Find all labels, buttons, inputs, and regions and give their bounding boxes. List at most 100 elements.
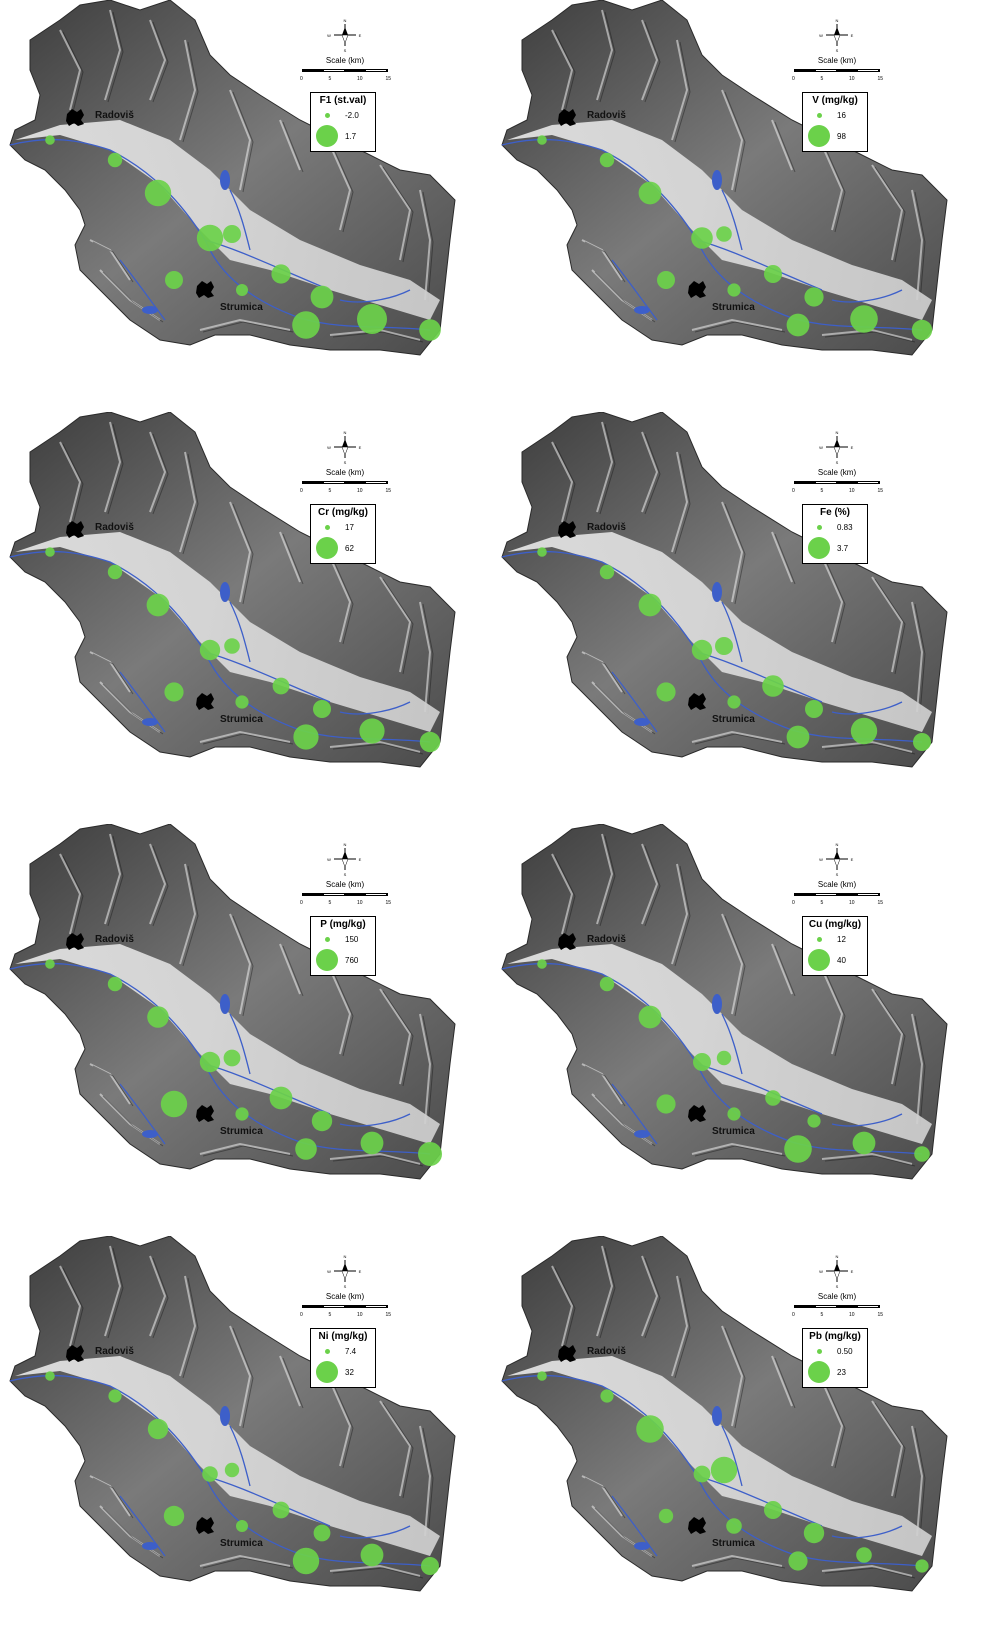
ridge-line: [821, 968, 844, 1055]
town-marker-south: [196, 693, 214, 710]
ridge-shadow: [644, 1257, 661, 1339]
ridge-shadow: [554, 1267, 576, 1349]
lake: [142, 306, 158, 314]
river: [611, 259, 658, 321]
relief-map: Radoviš Strumica N S E W: [501, 412, 948, 768]
sample-site: [45, 547, 55, 557]
ridge-line: [229, 89, 252, 191]
ridge-line: [329, 968, 352, 1055]
legend-box: V (mg/kg) 16 98: [802, 92, 868, 152]
sample-site: [765, 1090, 781, 1106]
legend-box: Ni (mg/kg) 7.4 32: [310, 1328, 376, 1388]
ridge-line: [149, 1255, 167, 1337]
scale-tick-label: 10: [357, 488, 363, 494]
ridge-shadow: [694, 321, 786, 333]
river: [119, 671, 166, 733]
legend-title: Pb (mg/kg): [809, 1331, 861, 1342]
scale-label: Scale (km): [817, 1292, 857, 1301]
ridge-line: [199, 730, 291, 743]
town-label-north: Radoviš: [95, 522, 134, 533]
ridge-shadow: [724, 503, 746, 605]
sample-site: [726, 1518, 742, 1534]
ridge-line: [721, 1325, 744, 1427]
ridge-line: [771, 1355, 793, 1407]
valley-floor: [15, 944, 440, 1144]
legend-max-label: 3.7: [837, 544, 849, 553]
ridge-shadow: [674, 1277, 691, 1379]
sample-site: [727, 283, 741, 297]
relief-map: Radoviš Strumica N S E W: [9, 0, 456, 356]
town-marker-north: [66, 521, 84, 538]
ridge-shadow: [332, 1155, 424, 1167]
legend-max-symbol: [808, 537, 830, 559]
ridge-shadow: [422, 1015, 434, 1127]
ridge-shadow: [824, 1567, 916, 1579]
legend-max-label: 40: [837, 956, 846, 965]
sample-site: [762, 675, 784, 697]
sample-site: [693, 1053, 711, 1071]
ridge-line: [671, 451, 689, 553]
river: [611, 671, 658, 733]
sample-site: [310, 285, 334, 309]
lake: [220, 582, 230, 602]
town-marker-south: [196, 1105, 214, 1122]
scale-tick-label: 0: [300, 76, 303, 82]
scale-tick-label: 15: [385, 1312, 392, 1318]
ridge-shadow: [107, 835, 124, 927]
sample-site: [850, 305, 878, 333]
town-label-north: Radoviš: [587, 1346, 626, 1357]
river: [721, 1013, 743, 1075]
compass-w-label: W: [327, 857, 331, 862]
scale-tick-label: 10: [849, 1312, 855, 1318]
legend-max-symbol: [316, 125, 338, 147]
ridge-shadow: [674, 865, 691, 967]
ridge-shadow: [102, 271, 164, 323]
sample-site: [805, 700, 823, 718]
ridge-shadow: [182, 453, 199, 555]
ridge-line: [821, 556, 844, 643]
map-panel: Radoviš Strumica N S E W Scale (km) 0 5 10 15 Cr (m…: [0, 412, 492, 824]
ridge-shadow: [774, 1357, 796, 1409]
scale-tick-label: 15: [877, 76, 884, 82]
lake: [142, 1542, 158, 1550]
ridge-line: [551, 29, 574, 111]
sample-site: [691, 227, 713, 249]
ridge-shadow: [62, 1267, 84, 1349]
town-marker-south: [688, 1105, 706, 1122]
ridge-line: [871, 988, 904, 1085]
sample-site: [45, 959, 55, 969]
town-marker-north: [66, 109, 84, 126]
ridge-line: [279, 943, 301, 995]
ridge-line: [671, 863, 689, 965]
legend-max-label: 760: [345, 956, 359, 965]
ridge-line: [104, 833, 122, 925]
ridge-line: [691, 318, 783, 331]
scale-tick-label: 0: [300, 900, 303, 906]
ridge-line: [329, 1380, 352, 1467]
sample-site: [727, 695, 741, 709]
compass-n-label: N: [836, 1254, 839, 1259]
map-panel: Radoviš Strumica N S E W Scale (km) 0 5 10 15 P (mg…: [0, 824, 492, 1236]
sample-site: [357, 304, 387, 334]
lake: [634, 306, 650, 314]
sample-site: [419, 731, 441, 753]
scale-tick-label: 10: [849, 76, 855, 82]
ridge-line: [581, 239, 623, 281]
ridge-line: [551, 441, 574, 523]
compass-s-label: S: [836, 48, 839, 53]
sample-site: [914, 1146, 930, 1162]
town-marker-north: [558, 933, 576, 950]
sample-site: [147, 1418, 169, 1440]
compass-w-label: W: [819, 857, 823, 862]
ridge-shadow: [332, 1567, 424, 1579]
ridge-line: [149, 843, 167, 925]
sample-site: [850, 717, 878, 745]
map-panel: Radoviš Strumica N S E W Scale (km) 0 5 10 15 Ni (m…: [0, 1236, 492, 1648]
river: [339, 1113, 411, 1127]
sample-site: [146, 593, 170, 617]
ridge-line: [149, 19, 167, 101]
relief-map: Radoviš Strumica N S E W: [501, 824, 948, 1180]
compass-n-label: N: [344, 842, 347, 847]
ridge-line: [871, 576, 904, 673]
town-label-north: Radoviš: [587, 522, 626, 533]
